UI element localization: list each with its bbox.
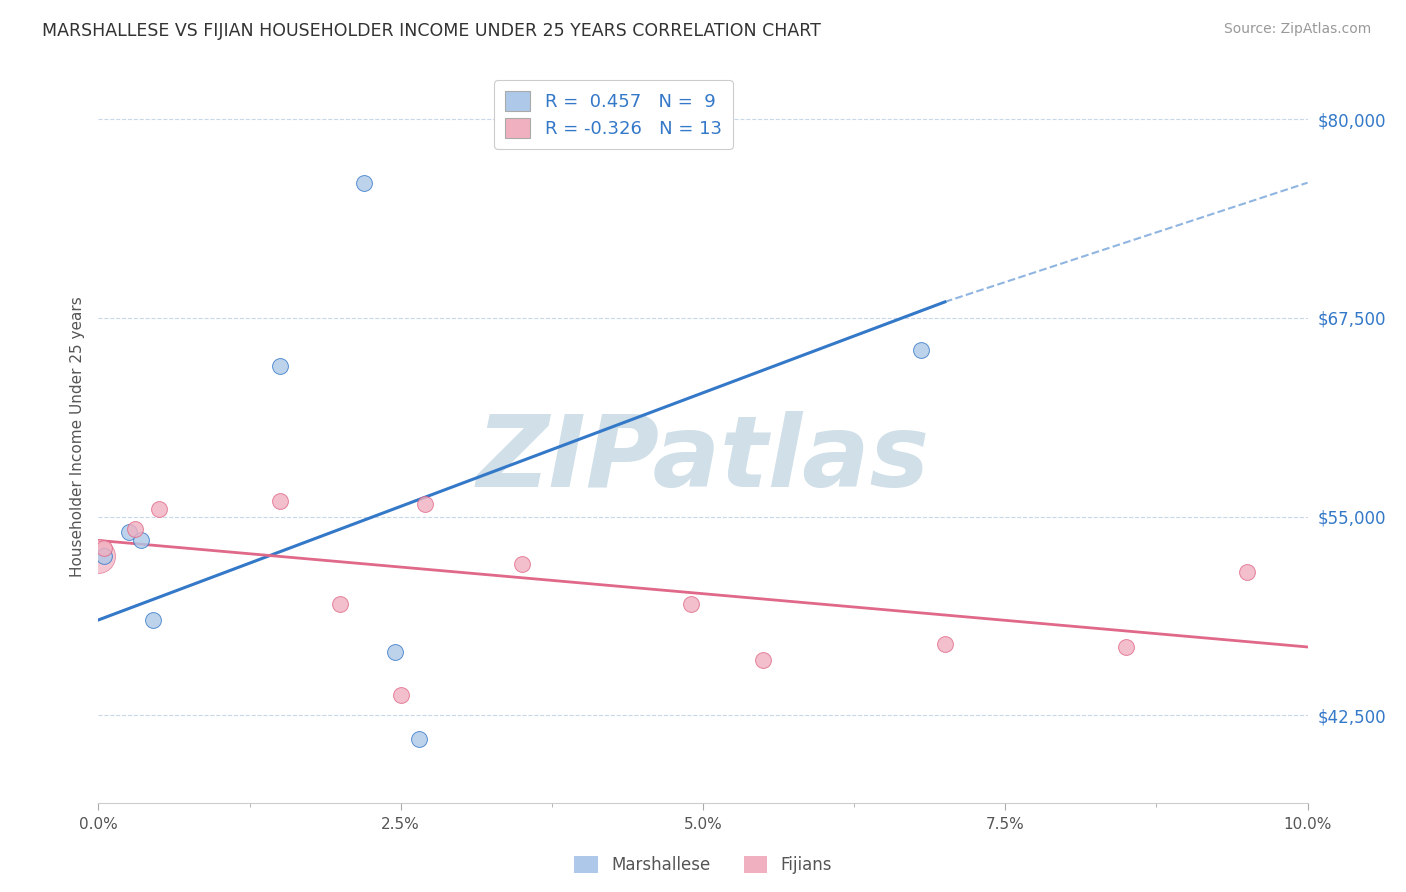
Point: [148, 501, 170, 516]
Point: [752, 653, 775, 667]
Point: [93, 541, 115, 556]
Point: [129, 533, 152, 548]
Point: [910, 343, 932, 357]
Point: [389, 688, 412, 702]
Point: [1115, 640, 1137, 654]
Y-axis label: Householder Income Under 25 years: Householder Income Under 25 years: [69, 297, 84, 577]
Point: [510, 558, 533, 572]
Point: [118, 525, 141, 540]
Text: Source: ZipAtlas.com: Source: ZipAtlas.com: [1223, 22, 1371, 37]
Point: [142, 613, 165, 627]
Point: [124, 522, 146, 536]
Point: [353, 176, 375, 190]
Point: [679, 597, 702, 611]
Text: MARSHALLESE VS FIJIAN HOUSEHOLDER INCOME UNDER 25 YEARS CORRELATION CHART: MARSHALLESE VS FIJIAN HOUSEHOLDER INCOME…: [42, 22, 821, 40]
Legend: Marshallese, Fijians: Marshallese, Fijians: [567, 847, 839, 882]
Point: [934, 637, 956, 651]
Point: [269, 493, 291, 508]
Point: [329, 597, 352, 611]
Point: [384, 645, 406, 659]
Point: [93, 549, 115, 564]
Point: [87, 549, 110, 564]
Text: ZIPatlas: ZIPatlas: [477, 410, 929, 508]
Point: [1236, 566, 1258, 580]
Point: [413, 497, 436, 511]
Point: [269, 359, 291, 373]
Point: [408, 732, 430, 747]
